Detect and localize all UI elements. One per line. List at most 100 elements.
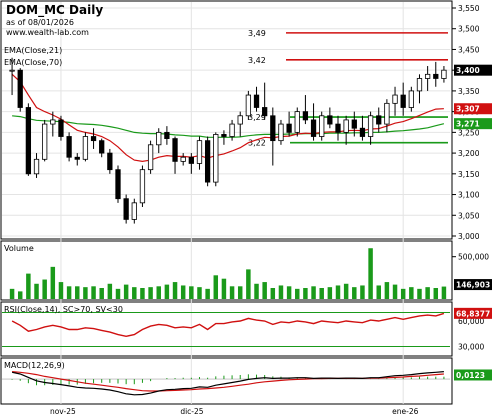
price-badge-bg	[454, 118, 492, 130]
candle-body	[335, 123, 341, 133]
volume-bar	[384, 282, 390, 299]
volume-bar	[417, 288, 422, 299]
candle-body	[196, 140, 203, 164]
grid-lines	[2, 2, 450, 404]
x-tick-label: nov-25	[50, 407, 76, 416]
volume-bar	[205, 288, 210, 299]
price-badge: 3,307	[456, 105, 480, 114]
candle-body	[245, 94, 252, 117]
price-tick-label: 3,150	[458, 170, 480, 179]
volume-bar	[229, 286, 235, 299]
candle-body	[180, 156, 186, 162]
candle-body	[367, 115, 374, 137]
volume-bar	[400, 288, 406, 299]
volume-bar	[156, 286, 161, 299]
price-tick-label: 3,350	[458, 87, 480, 96]
macd-series	[2, 371, 450, 396]
candle-body	[66, 136, 72, 158]
price-badge: 3,271	[456, 120, 480, 129]
volume-bar	[180, 285, 186, 299]
volume-bar	[75, 286, 80, 299]
candle-body	[302, 111, 309, 121]
candle-body	[433, 73, 439, 79]
volume-bar	[278, 285, 284, 299]
volume-bar	[140, 288, 145, 299]
rsi-series	[2, 312, 450, 347]
candle-body	[408, 90, 414, 108]
volume-bar	[115, 288, 121, 299]
macd-badge: 0,0123	[456, 371, 485, 380]
level-label: 3,29	[248, 113, 266, 122]
x-axis-labels: nov-25 dic-25 ene-26	[50, 407, 419, 416]
rsi-label: RSI(Close,14), SC>70, SV<30	[4, 305, 123, 314]
candle-body	[9, 69, 15, 72]
volume-bar	[409, 287, 414, 299]
candle-body	[58, 119, 64, 137]
candle-body	[50, 119, 56, 125]
candle-body	[204, 140, 211, 183]
volume-bar	[213, 275, 219, 299]
candle-body	[42, 123, 48, 160]
macd-label: MACD(12,26,9)	[4, 361, 65, 370]
volume-bar	[26, 273, 31, 299]
volume-bar	[352, 287, 357, 299]
candle-body	[188, 156, 194, 164]
candle-body	[310, 119, 317, 137]
volume-bar	[262, 282, 267, 299]
price-tick-label: 3,100	[458, 191, 480, 200]
x-tick-label: dic-25	[180, 407, 203, 416]
candle-body	[131, 202, 137, 220]
candle-body	[400, 94, 406, 108]
volume-badge-bg	[454, 279, 492, 291]
price-tick-label: 3,050	[458, 211, 480, 220]
volume-bar	[343, 283, 349, 299]
macd-badge-bg	[454, 369, 492, 381]
volume-bar	[335, 285, 341, 299]
candle-body	[416, 78, 423, 92]
candle-body	[351, 119, 357, 129]
volume-bar	[376, 285, 381, 299]
candle-body	[156, 131, 162, 146]
volume-bar	[83, 287, 88, 299]
ema21-label: EMA(Close,21)	[4, 46, 62, 55]
volume-bar	[58, 282, 64, 299]
value-badges: 3,400 3,307 3,271 146,903 68,8377 0,0123	[454, 64, 492, 381]
candle-body	[139, 169, 146, 204]
volume-bars	[9, 248, 447, 299]
candle-body	[270, 115, 276, 142]
candle-body	[99, 140, 105, 154]
volume-bar	[237, 286, 243, 299]
price-tick-label: 3,200	[458, 149, 480, 158]
volume-bar	[34, 283, 39, 299]
candle-body	[294, 111, 300, 133]
candle-body	[343, 119, 349, 133]
candle-body	[278, 123, 284, 142]
volume-bar	[123, 284, 129, 299]
candle-body	[147, 144, 154, 171]
candle-body	[253, 94, 260, 108]
chart-source: www.wealth-lab.com	[6, 28, 89, 37]
price-badge-bg	[454, 64, 492, 76]
volume-bar	[254, 283, 259, 299]
volume-bar	[50, 266, 56, 299]
rsi-tick-label: 60,000	[458, 317, 484, 326]
ema70-label: EMA(Close,70)	[4, 58, 62, 67]
volume-bar	[66, 286, 72, 299]
volume-bar	[164, 284, 170, 299]
candle-body	[123, 198, 129, 220]
volume-bar	[368, 248, 373, 299]
level-label: 3,49	[248, 29, 266, 38]
candle-body	[424, 73, 431, 79]
volume-bar	[433, 288, 439, 299]
candle-body	[376, 115, 382, 125]
chart-subtitle: as of 08/01/2026	[6, 18, 74, 27]
candle-body	[33, 158, 40, 175]
volume-bar	[148, 287, 153, 299]
price-tick-label: 3,450	[458, 45, 480, 54]
candle-body	[221, 134, 227, 137]
volume-bar	[392, 284, 398, 299]
volume-bar	[311, 286, 316, 299]
level-label: 3,22	[248, 139, 266, 148]
volume-bar	[441, 286, 447, 299]
volume-bar	[132, 287, 137, 299]
